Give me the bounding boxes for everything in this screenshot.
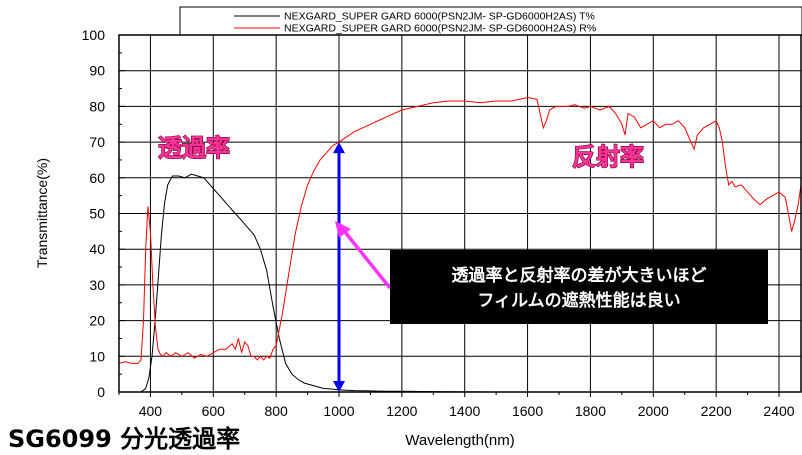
x-tick-label: 400 (139, 403, 163, 419)
pointer-arrow (335, 221, 392, 290)
x-axis-label: Wavelength(nm) (405, 432, 514, 449)
pointer-arrow-head (335, 221, 351, 238)
reflectance-label: 反射率 (572, 143, 644, 171)
x-tick-labels: 400 600 800 1000 1200 1400 1600 1800 2000 2200 240… (139, 403, 795, 419)
legend-label-reflectance: NEXGARD_SUPER GARD 6000(PSN2JM- SP-GD600… (284, 23, 596, 35)
y-tick-label: 30 (89, 277, 105, 293)
x-tick-label: 2400 (763, 403, 794, 419)
axis-ticks (118, 34, 780, 397)
grid (119, 35, 801, 392)
x-tick-label: 1000 (323, 403, 354, 419)
difference-double-arrow (333, 142, 345, 392)
x-tick-label: 1800 (575, 403, 606, 419)
x-tick-label: 2000 (638, 403, 669, 419)
double-arrow-head-top (333, 142, 345, 154)
y-tick-label: 20 (89, 313, 105, 329)
y-axis-label: Transmittance(%) (34, 158, 50, 268)
x-tick-label: 1600 (512, 403, 543, 419)
y-tick-label: 90 (89, 63, 105, 79)
x-tick-label: 600 (202, 403, 226, 419)
y-tick-labels: 0 10 20 30 40 50 60 70 80 90 100 (82, 27, 106, 400)
note-box: 透過率と反射率の差が大きいほど フィルムの遮熱性能は良い (390, 250, 768, 324)
chart-title: SG6099 分光透過率 (8, 425, 240, 453)
y-tick-label: 70 (89, 134, 105, 150)
y-tick-label: 10 (89, 348, 105, 364)
note-box-background (390, 250, 768, 324)
y-tick-label: 60 (89, 170, 105, 186)
y-tick-label: 100 (82, 27, 106, 43)
transmittance-label: 透過率 (158, 134, 230, 162)
legend-box (179, 6, 802, 36)
x-tick-label: 800 (264, 403, 288, 419)
note-line-2: フィルムの遮熱性能は良い (477, 290, 680, 311)
y-tick-label: 80 (89, 98, 105, 114)
plot-frame (118, 34, 802, 393)
x-tick-label: 2200 (701, 403, 732, 419)
pointer-arrow-shaft (343, 230, 392, 290)
y-tick-label: 50 (89, 206, 105, 222)
legend-label-transmittance: NEXGARD_SUPER GARD 6000(PSN2JM- SP-GD600… (284, 11, 595, 23)
double-arrow-head-bottom (333, 381, 345, 392)
x-tick-label: 1200 (386, 403, 417, 419)
y-tick-label: 40 (89, 241, 105, 257)
x-tick-label: 1400 (449, 403, 480, 419)
legend: NEXGARD_SUPER GARD 6000(PSN2JM- SP-GD600… (179, 6, 802, 36)
reflectance-line (119, 96, 801, 364)
y-tick-label: 0 (97, 384, 105, 400)
note-line-1: 透過率と反射率の差が大きいほど (452, 265, 707, 286)
